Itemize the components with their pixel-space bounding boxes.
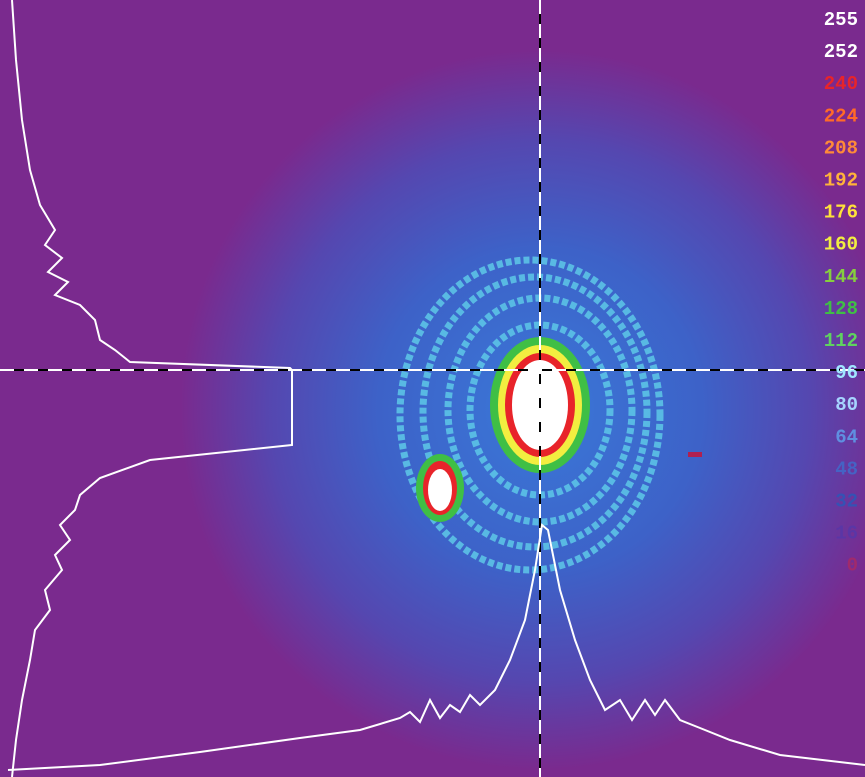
scale-label: 192 [824,170,858,192]
scale-label: 48 [835,458,858,480]
scale-label: 32 [835,491,858,513]
scale-label: 224 [824,105,858,127]
scale-label: 144 [824,266,858,288]
scale-label: 96 [835,362,858,384]
hot-pixel [688,452,702,457]
scale-label: 255 [824,9,858,31]
scale-label: 240 [824,73,858,95]
scale-label: 208 [824,137,858,159]
scale-label: 112 [824,330,858,352]
scale-label: 80 [835,394,858,416]
secondary-spot [416,454,464,522]
scale-label: 0 [847,555,858,577]
scale-label: 64 [835,426,858,448]
scale-label: 128 [824,298,858,320]
scale-label: 160 [824,234,858,256]
scale-label: 176 [824,202,858,224]
scale-label: 16 [835,523,858,545]
beam-profile-view: 2552522402242081921761601441281129680644… [0,0,865,777]
scale-label: 252 [824,41,858,63]
